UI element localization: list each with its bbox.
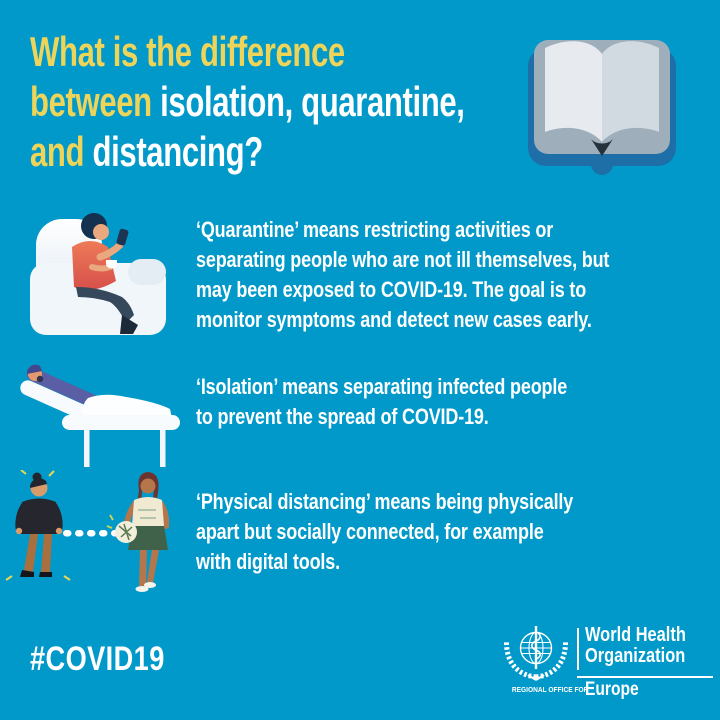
paragraph-line: with digital tools. [196, 549, 340, 574]
man-shoe [20, 570, 34, 577]
woman-shoe [144, 582, 156, 588]
man-leg [24, 534, 38, 572]
woman-leg [139, 550, 147, 586]
who-logo: World Health Organization REGIONAL OFFIC… [503, 623, 718, 705]
armchair-armrest [128, 259, 166, 285]
page-title: What is the difference between isolation,… [30, 27, 465, 177]
paragraph-line: monitor symptoms and detect new cases ea… [196, 307, 592, 332]
spark-marks [5, 470, 71, 581]
book-spine-mark [591, 139, 613, 156]
title-line1-text: What is the difference [30, 28, 345, 75]
who-horizontal-divider [577, 676, 713, 678]
title-line-2: between isolation, quarantine, [30, 77, 465, 127]
who-name-line2: Organization [585, 644, 686, 667]
distancing-illustration [5, 470, 170, 592]
person-boot [120, 315, 138, 334]
paragraph-line: ‘Physical distancing’ means being physic… [196, 489, 574, 514]
quarantine-illustration [30, 213, 166, 335]
covid19-hashtag: #COVID19 [30, 640, 165, 678]
man-sweater [18, 498, 60, 534]
who-vertical-divider [577, 628, 579, 670]
title-line-3: and distancing? [30, 127, 465, 177]
blanket [82, 394, 172, 418]
bed-leg [84, 430, 90, 467]
isolation-paragraph: ‘Isolation’ means separating infected pe… [196, 372, 567, 432]
woman-skirt [128, 526, 168, 550]
spark-marks [106, 514, 114, 529]
paragraph-line: apart but socially connected, for exampl… [196, 519, 544, 544]
cup [106, 260, 117, 269]
woman-top [132, 497, 164, 526]
distancing-paragraph: ‘Physical distancing’ means being physic… [196, 487, 573, 577]
title-line2-yellow: between [30, 78, 152, 125]
bed-platform [62, 415, 180, 430]
who-region: Europe [585, 679, 639, 700]
person-legs [76, 287, 134, 323]
title-line3-white: distancing? [92, 128, 264, 175]
open-book-icon [528, 40, 676, 175]
person-face [93, 224, 109, 240]
quarantine-paragraph: ‘Quarantine’ means restricting activitie… [196, 215, 609, 335]
woman-figure [106, 472, 170, 592]
who-emblem-icon [503, 626, 569, 681]
man-leg [41, 534, 52, 572]
patient-cap [27, 364, 42, 374]
who-name-line1: World Health [585, 624, 686, 646]
paragraph-line: may been exposed to COVID-19. The goal i… [196, 277, 587, 302]
book-page-right [602, 41, 659, 142]
title-line2-white: isolation, quarantine, [160, 78, 465, 125]
title-line-1: What is the difference [30, 27, 465, 77]
woman-shoe [135, 586, 149, 592]
patient-body [26, 368, 98, 407]
paragraph-line: to prevent the spread of COVID-19. [196, 404, 489, 429]
isolation-illustration [20, 364, 180, 467]
paragraph-line: ‘Isolation’ means separating infected pe… [196, 374, 568, 399]
who-office-label: REGIONAL OFFICE FOR [511, 685, 589, 694]
book-page-left [545, 41, 602, 142]
distance-dashed-line [63, 530, 120, 537]
phone [116, 228, 129, 246]
man-shoe [39, 572, 52, 577]
paragraph-line: separating people who are not ill themse… [196, 247, 610, 272]
patient-beard [36, 375, 44, 383]
man-figure [5, 470, 71, 581]
woman-leg [147, 550, 159, 583]
woman-head [140, 478, 156, 494]
title-line3-yellow: and [30, 128, 85, 175]
bed-leg [160, 430, 166, 467]
paragraph-line: ‘Quarantine’ means restricting activitie… [196, 217, 554, 242]
who-name: World Health Organization [585, 625, 686, 666]
